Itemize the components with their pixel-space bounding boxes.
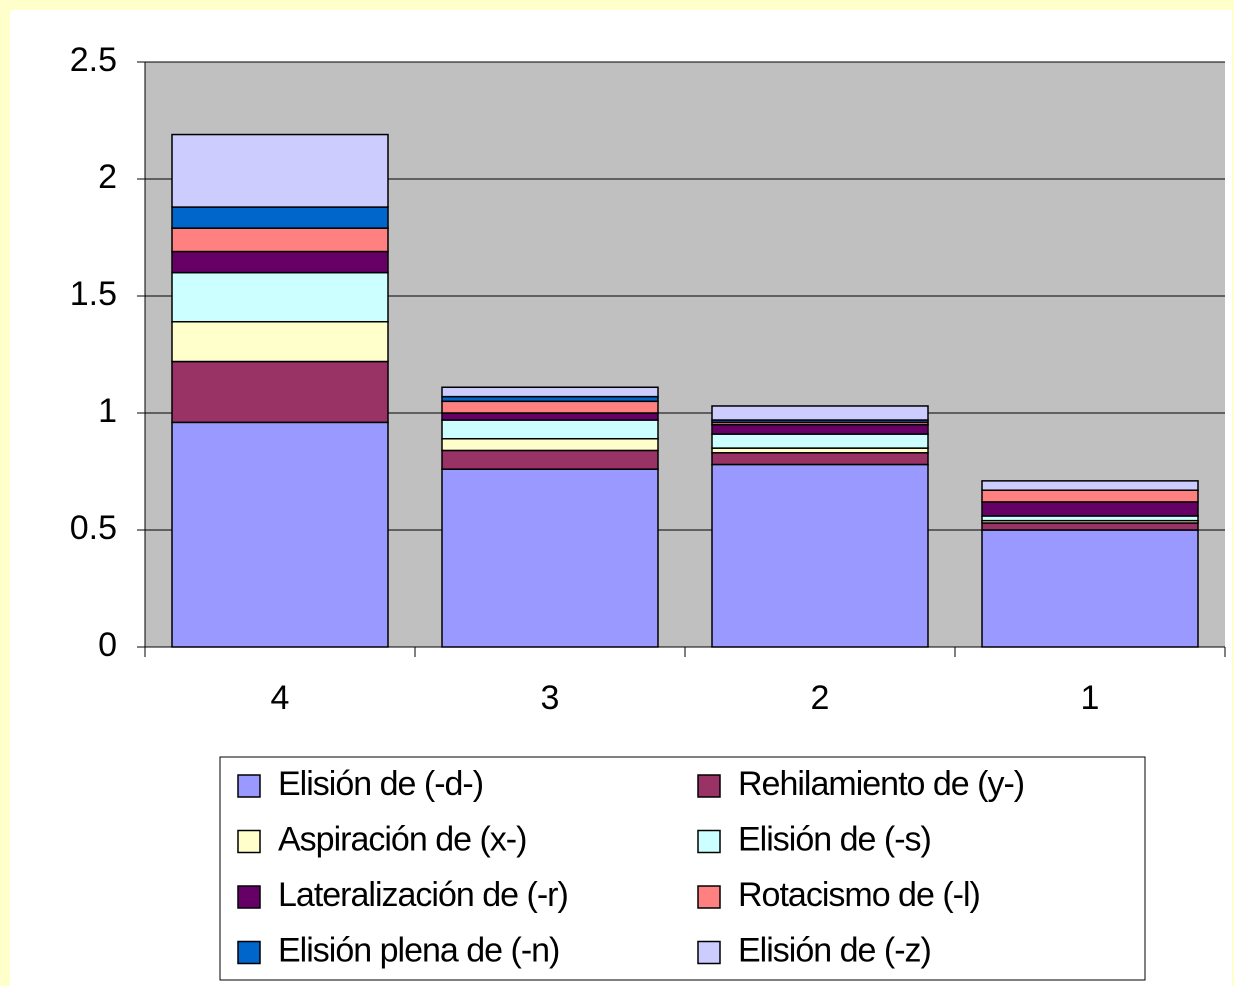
legend-label: Rotacismo de (-l) [738, 876, 980, 914]
y-tick-label: 1 [98, 392, 117, 430]
x-tick-label: 4 [271, 679, 290, 717]
bar-segment [441, 386, 659, 398]
y-tick-label: 0 [98, 626, 117, 664]
legend-box [219, 756, 1146, 981]
legend-swatch [237, 774, 261, 798]
x-tick-label: 1 [1081, 679, 1100, 717]
bar-segment [981, 480, 1199, 491]
bar-segment [711, 463, 929, 648]
legend-label: Lateralización de (-r) [278, 876, 568, 914]
bar-segment [171, 133, 389, 208]
bar-segment [171, 206, 389, 229]
bar-segment [711, 423, 929, 435]
bar-segment [441, 412, 659, 421]
y-tick-label: 1.5 [70, 275, 117, 313]
bar-segment [711, 405, 929, 421]
legend-swatch [697, 885, 721, 909]
bar-segment [981, 529, 1199, 648]
bar-segment [711, 452, 929, 466]
bar-segment [441, 400, 659, 414]
legend-swatch [697, 940, 721, 965]
legend-swatch [237, 940, 261, 965]
bar-segment [441, 437, 659, 452]
bar-segment [711, 433, 929, 449]
legend-label: Elisión de (-z) [738, 931, 931, 969]
legend-label: Elisión plena de (-n) [278, 931, 559, 969]
legend-label: Aspiración de (x-) [278, 820, 526, 858]
y-tick-label: 2.5 [70, 41, 117, 79]
bar-segment [171, 320, 389, 363]
legend-swatch [697, 774, 721, 798]
bar-segment [171, 271, 389, 323]
bar-segment [981, 522, 1199, 531]
bar-segment [171, 360, 389, 424]
y-tick-label: 0.5 [70, 509, 117, 547]
bar-segment [981, 489, 1199, 503]
bar-segment [441, 449, 659, 470]
y-tick-label: 2 [98, 158, 117, 196]
legend-label: Elisión de (-s) [738, 820, 931, 858]
legend-label: Rehilamiento de (y-) [738, 765, 1024, 803]
bar-segment [171, 421, 389, 648]
bar-segment [171, 250, 389, 274]
bar-segment [171, 227, 389, 253]
bar-segment [441, 419, 659, 440]
bar-segment [441, 468, 659, 648]
x-tick-label: 3 [541, 679, 560, 717]
legend-swatch [697, 829, 721, 854]
legend-swatch [237, 829, 261, 854]
bar-segment [981, 501, 1199, 517]
legend-swatch [237, 885, 261, 909]
legend-label: Elisión de (-d-) [278, 765, 483, 803]
x-tick-label: 2 [811, 679, 830, 717]
